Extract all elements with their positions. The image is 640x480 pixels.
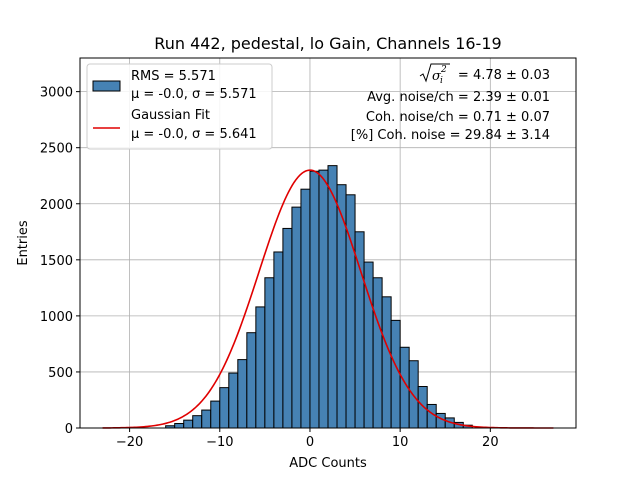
histogram-bar bbox=[336, 184, 347, 429]
y-tick-label: 0 bbox=[65, 422, 73, 437]
histogram-bar bbox=[291, 206, 302, 429]
histogram-bar bbox=[408, 360, 419, 429]
histogram-bars bbox=[165, 165, 473, 429]
plot-frame bbox=[79, 57, 577, 429]
x-tick-label: 20 bbox=[482, 435, 499, 450]
y-axis-ticks: 0 500 1000 1500 2000 2500 3000 bbox=[40, 86, 80, 437]
x-tick-label: −10 bbox=[206, 435, 233, 450]
x-axis-ticks: −20 −10 0 10 20 bbox=[116, 428, 499, 450]
histogram-bar bbox=[219, 387, 230, 429]
legend-histogram-swatch bbox=[92, 80, 121, 92]
legend-histogram-line-1: RMS = 5.571 bbox=[131, 69, 216, 84]
annotation-coh-noise-percent: [%] Coh. noise = 29.84 ± 3.14 bbox=[351, 128, 550, 143]
y-tick-label: 1500 bbox=[40, 254, 73, 269]
legend-fit-line-2: μ = -0.0, σ = 5.641 bbox=[131, 127, 257, 142]
legend-box bbox=[86, 63, 273, 150]
histogram-bar bbox=[246, 332, 257, 429]
histogram-bar bbox=[183, 419, 194, 429]
gaussian-fit-line bbox=[102, 169, 554, 429]
histogram-bar bbox=[309, 170, 320, 429]
histogram-bar bbox=[192, 415, 203, 429]
histogram-bar bbox=[228, 372, 239, 429]
histogram-bar bbox=[318, 169, 329, 429]
histogram-bar bbox=[417, 386, 428, 429]
histogram-bar bbox=[255, 306, 266, 429]
x-axis-label: ADC Counts bbox=[289, 456, 367, 471]
legend-histogram-line-2: μ = -0.0, σ = 5.571 bbox=[131, 87, 257, 102]
legend-fit-line-1: Gaussian Fit bbox=[131, 108, 210, 123]
svg-text:σ: σ bbox=[432, 69, 442, 84]
chart-title: Run 442, pedestal, lo Gain, Channels 16-… bbox=[154, 34, 501, 53]
legend: RMS = 5.571 μ = -0.0, σ = 5.571 Gaussian… bbox=[86, 63, 273, 150]
svg-text:i: i bbox=[440, 76, 443, 86]
y-tick-label: 2500 bbox=[40, 142, 73, 157]
svg-text:2: 2 bbox=[440, 65, 447, 75]
y-tick-label: 500 bbox=[48, 366, 73, 381]
histogram-bar bbox=[282, 227, 293, 429]
histogram-bar bbox=[300, 188, 311, 429]
x-tick-label: 0 bbox=[306, 435, 314, 450]
histogram-bar bbox=[381, 296, 392, 429]
y-axis-label: Entries bbox=[16, 220, 31, 266]
histogram-bar bbox=[210, 400, 221, 429]
histogram-bar bbox=[201, 409, 212, 429]
histogram-bar bbox=[390, 319, 401, 429]
histogram-bar bbox=[174, 423, 185, 429]
sigma-symbol: σ i 2 bbox=[419, 63, 450, 86]
annotation-avg-noise: Avg. noise/ch = 2.39 ± 0.01 bbox=[367, 90, 550, 105]
y-tick-label: 3000 bbox=[40, 86, 73, 101]
histogram-bar bbox=[354, 231, 365, 429]
histogram-bar bbox=[273, 251, 284, 429]
y-tick-label: 1000 bbox=[40, 310, 73, 325]
noise-annotations: σ i 2 = 4.78 ± 0.03 Avg. noise/ch = 2.39… bbox=[351, 63, 550, 143]
annotation-sigma-value: = 4.78 ± 0.03 bbox=[458, 68, 550, 83]
histogram-bar bbox=[264, 277, 275, 429]
y-tick-label: 2000 bbox=[40, 198, 73, 213]
histogram-bar bbox=[372, 277, 383, 429]
annotation-coh-noise: Coh. noise/ch = 0.71 ± 0.07 bbox=[366, 110, 550, 125]
histogram-bar bbox=[237, 359, 248, 429]
x-tick-label: 10 bbox=[392, 435, 409, 450]
histogram-bar bbox=[327, 165, 338, 429]
x-tick-label: −20 bbox=[116, 435, 143, 450]
